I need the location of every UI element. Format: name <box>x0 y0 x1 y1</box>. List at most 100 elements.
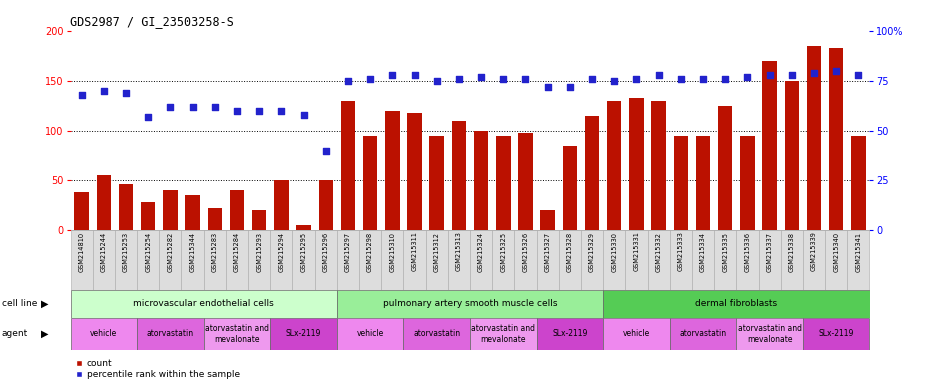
Bar <box>252 210 266 230</box>
Point <box>252 108 267 114</box>
Text: vehicle: vehicle <box>356 329 384 338</box>
Point <box>762 71 777 78</box>
Text: atorvastatin: atorvastatin <box>147 329 194 338</box>
Text: GSM215298: GSM215298 <box>368 232 373 272</box>
Legend: count, percentile rank within the sample: count, percentile rank within the sample <box>75 359 240 379</box>
Bar <box>714 230 736 290</box>
Bar <box>696 136 711 230</box>
Text: GSM215328: GSM215328 <box>567 232 572 272</box>
Text: GSM215253: GSM215253 <box>123 232 129 272</box>
Text: GSM215332: GSM215332 <box>656 232 662 271</box>
Text: microvascular endothelial cells: microvascular endothelial cells <box>133 299 274 308</box>
Text: GSM215327: GSM215327 <box>544 232 551 272</box>
Bar <box>563 146 577 230</box>
Bar <box>669 230 692 290</box>
Text: GSM215337: GSM215337 <box>767 232 773 271</box>
Point <box>673 76 688 82</box>
Bar <box>803 230 825 290</box>
Bar <box>785 81 799 230</box>
Text: GDS2987 / GI_23503258-S: GDS2987 / GI_23503258-S <box>70 15 234 28</box>
Text: GSM215296: GSM215296 <box>322 232 329 272</box>
Point <box>562 84 577 90</box>
Point <box>74 91 89 98</box>
Bar <box>736 318 803 350</box>
Bar <box>118 184 133 230</box>
Point <box>451 76 466 82</box>
Bar <box>315 230 337 290</box>
Text: GSM215310: GSM215310 <box>389 232 396 271</box>
Bar <box>452 121 466 230</box>
Text: cell line: cell line <box>2 299 38 308</box>
Bar <box>430 136 444 230</box>
Bar <box>474 131 488 230</box>
Text: GSM215329: GSM215329 <box>589 232 595 271</box>
Bar <box>852 136 866 230</box>
Point <box>296 111 311 118</box>
Text: GSM215283: GSM215283 <box>212 232 218 272</box>
Bar <box>274 180 289 230</box>
Bar <box>363 136 377 230</box>
Text: GSM215312: GSM215312 <box>433 232 440 271</box>
Point <box>319 147 334 154</box>
Bar <box>74 192 88 230</box>
Text: GSM215284: GSM215284 <box>234 232 240 272</box>
Text: atorvastatin and
mevalonate: atorvastatin and mevalonate <box>471 324 535 344</box>
Point <box>96 88 111 94</box>
Point <box>430 78 445 84</box>
Bar <box>181 230 204 290</box>
Bar <box>407 113 422 230</box>
Text: GSM215334: GSM215334 <box>700 232 706 271</box>
Bar <box>629 98 644 230</box>
Bar <box>97 175 111 230</box>
Bar <box>137 318 204 350</box>
Text: atorvastatin and
mevalonate: atorvastatin and mevalonate <box>205 324 269 344</box>
Text: GSM215341: GSM215341 <box>855 232 861 271</box>
Text: GSM215311: GSM215311 <box>412 232 417 271</box>
Text: atorvastatin and
mevalonate: atorvastatin and mevalonate <box>738 324 802 344</box>
Bar <box>447 230 470 290</box>
Point <box>740 74 755 80</box>
Bar <box>625 230 648 290</box>
Text: dermal fibroblasts: dermal fibroblasts <box>696 299 777 308</box>
Text: ▶: ▶ <box>41 299 49 309</box>
Text: GSM215324: GSM215324 <box>478 232 484 272</box>
Point <box>606 78 621 84</box>
Point <box>629 76 644 82</box>
Text: GSM215331: GSM215331 <box>634 232 639 271</box>
Text: SLx-2119: SLx-2119 <box>286 329 321 338</box>
Bar <box>603 290 870 318</box>
Bar <box>736 230 759 290</box>
Text: SLx-2119: SLx-2119 <box>552 329 588 338</box>
Text: GSM214810: GSM214810 <box>79 232 85 272</box>
Bar <box>829 48 843 230</box>
Bar <box>248 230 271 290</box>
Bar <box>141 202 155 230</box>
Text: GSM215326: GSM215326 <box>523 232 528 272</box>
Point <box>274 108 289 114</box>
Text: GSM215282: GSM215282 <box>167 232 173 272</box>
Bar <box>70 290 337 318</box>
Bar <box>226 230 248 290</box>
Bar <box>762 61 776 230</box>
Bar <box>558 230 581 290</box>
Bar <box>674 136 688 230</box>
Bar <box>585 116 600 230</box>
Bar <box>271 230 292 290</box>
Bar <box>208 209 222 230</box>
Text: atorvastatin: atorvastatin <box>680 329 727 338</box>
Text: vehicle: vehicle <box>623 329 650 338</box>
Bar <box>603 230 625 290</box>
Point <box>407 71 422 78</box>
Bar <box>607 101 621 230</box>
Bar <box>470 318 537 350</box>
Text: GSM215295: GSM215295 <box>301 232 306 272</box>
Bar <box>382 230 403 290</box>
Bar <box>781 230 803 290</box>
Text: GSM215335: GSM215335 <box>722 232 728 271</box>
Point <box>495 76 510 82</box>
Bar <box>204 230 226 290</box>
Bar <box>669 318 736 350</box>
Point <box>651 71 666 78</box>
Bar <box>93 230 115 290</box>
Bar <box>403 318 470 350</box>
